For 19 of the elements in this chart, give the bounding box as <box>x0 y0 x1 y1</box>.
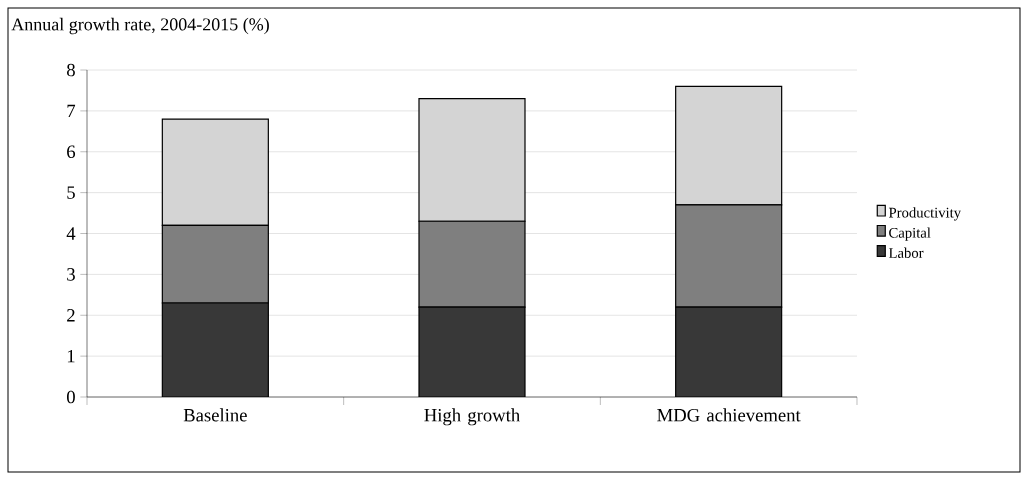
y-tick-label: 7 <box>67 104 76 117</box>
x-tick-label: Baseline <box>183 408 247 422</box>
bar <box>418 306 526 397</box>
legend-label: Labor <box>888 247 924 258</box>
y-tick-label: 8 <box>67 63 75 77</box>
y-tick-label: 6 <box>67 145 76 159</box>
chart-title: Annual growth rate, 2004-2015 (%) <box>11 17 269 35</box>
legend-label: Capital <box>889 227 931 241</box>
bar <box>161 302 269 397</box>
y-tick-label: 5 <box>67 186 75 199</box>
y-tick-label: 2 <box>67 309 75 322</box>
legend-label: Productivity <box>888 207 961 221</box>
y-tick-label: 3 <box>67 268 75 281</box>
y-tick-label: 4 <box>66 227 76 240</box>
y-tick-label: 1 <box>67 349 75 363</box>
x-tick-label: High growth <box>424 408 520 426</box>
bar <box>675 306 783 397</box>
y-tick-label: 0 <box>67 390 75 404</box>
x-tick-label: MDG achievement <box>657 408 801 422</box>
